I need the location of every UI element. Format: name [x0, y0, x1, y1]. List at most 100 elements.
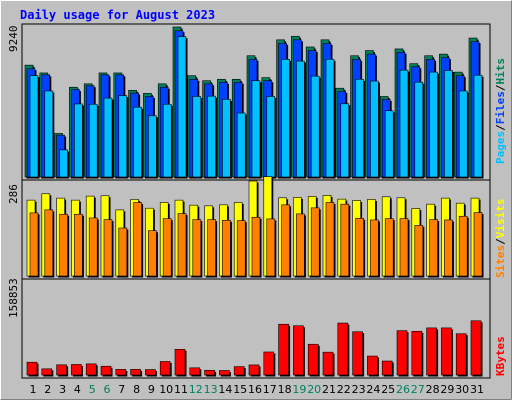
kbytes-bar-8: [130, 369, 141, 376]
legend-visits: Visits: [494, 199, 507, 239]
x-tick-19: 19: [292, 383, 306, 396]
pages-bar-3: [59, 149, 68, 178]
x-tick-15: 15: [233, 383, 247, 396]
pages-bar-28: [429, 71, 438, 178]
pages-bar-30: [458, 90, 468, 178]
pages-bar-1: [29, 75, 39, 178]
pages-bar-26: [399, 69, 409, 178]
x-tick-27: 27: [411, 383, 425, 396]
x-tick-7: 7: [118, 383, 125, 396]
pages-bar-22: [340, 103, 350, 178]
kbytes-bar-20: [307, 343, 319, 376]
kbytes-bar-18: [278, 323, 289, 376]
legend-sep-3: /: [494, 238, 507, 245]
pages-bar-5: [88, 103, 98, 178]
kbytes-bar-28: [426, 327, 437, 376]
kbytes-bar-23: [352, 331, 363, 376]
sites-bar-17: [266, 218, 276, 277]
top-legend: Pages/Files/Hits: [494, 58, 507, 164]
kbytes-bar-11: [174, 349, 186, 376]
x-axis-ticks: 1 2 3 4 5 6 7 8 9 10 11 12 13 14 15 16 17 18 19 20 21 22 23 24 2…: [30, 383, 485, 396]
pages-bar-4: [74, 103, 83, 178]
pages-bar-17: [266, 96, 276, 178]
legend-kbytes: KBytes: [494, 336, 507, 376]
kbytes-bar-24: [367, 355, 378, 376]
x-tick-11: 11: [174, 383, 188, 396]
kbytes-bar-21: [322, 351, 334, 376]
chart-bars: [24, 26, 484, 377]
pages-bar-13: [207, 95, 216, 178]
kbytes-bar-3: [56, 364, 67, 376]
pages-bar-7: [118, 95, 128, 178]
pages-bar-8: [133, 106, 142, 178]
kbytes-bar-26: [396, 330, 408, 376]
x-tick-3: 3: [59, 383, 66, 396]
x-tick-30: 30: [455, 383, 469, 396]
legend-files: Files: [494, 91, 507, 124]
sites-bar-22: [340, 203, 350, 277]
pages-bar-16: [251, 80, 261, 178]
sites-bar-11: [177, 213, 187, 277]
pages-bar-27: [414, 81, 424, 178]
sites-bar-31: [473, 212, 483, 277]
kbytes-bar-4: [71, 364, 82, 376]
pages-bar-18: [281, 59, 290, 178]
pages-bar-6: [103, 97, 113, 178]
sites-bar-19: [296, 213, 305, 277]
kbytes-bar-15: [233, 366, 245, 376]
sites-bar-7: [118, 227, 128, 277]
sites-bar-27: [414, 225, 424, 277]
middle-max-label: 286: [7, 184, 20, 204]
sites-bar-28: [429, 219, 438, 277]
x-tick-13: 13: [204, 383, 218, 396]
x-tick-18: 18: [278, 383, 292, 396]
pages-bar-14: [222, 99, 231, 178]
top-max-label: 9240: [7, 26, 20, 53]
x-tick-31: 31: [470, 383, 484, 396]
sites-bar-13: [207, 219, 216, 277]
kbytes-bar-6: [100, 365, 112, 376]
x-tick-2: 2: [44, 383, 51, 396]
x-tick-23: 23: [352, 383, 366, 396]
legend-sep-2: /: [494, 84, 507, 91]
kbytes-bar-17: [263, 351, 275, 376]
middle-legend: Sites/Visits: [494, 199, 507, 279]
pages-bar-12: [192, 96, 202, 178]
sites-bar-29: [444, 219, 453, 277]
sites-bar-24: [370, 219, 379, 277]
sites-bar-25: [384, 218, 394, 277]
sites-bar-15: [236, 220, 246, 277]
sites-bar-20: [310, 207, 320, 277]
sites-bar-2: [44, 209, 54, 277]
kbytes-bar-25: [381, 360, 393, 376]
x-tick-8: 8: [133, 383, 140, 396]
kbytes-bar-1: [26, 361, 38, 376]
pages-bar-2: [44, 90, 54, 178]
x-tick-20: 20: [307, 383, 321, 396]
sites-bar-4: [74, 213, 83, 277]
sites-bar-6: [103, 219, 113, 277]
kbytes-bar-14: [219, 370, 230, 376]
pages-bar-21: [325, 59, 335, 178]
x-tick-5: 5: [89, 383, 96, 396]
sites-bar-21: [325, 202, 335, 277]
x-tick-28: 28: [426, 383, 440, 396]
x-tick-6: 6: [104, 383, 111, 396]
kbytes-bar-22: [337, 322, 349, 376]
x-tick-22: 22: [337, 383, 351, 396]
sites-bar-26: [399, 218, 409, 277]
chart-title: Daily usage for August 2023: [20, 8, 215, 22]
pages-bar-15: [236, 112, 246, 178]
sites-bar-8: [133, 202, 142, 277]
pages-bar-11: [177, 36, 187, 178]
pages-bar-23: [355, 78, 364, 178]
pages-bar-29: [444, 70, 453, 178]
x-tick-29: 29: [440, 383, 454, 396]
kbytes-bar-9: [145, 369, 156, 376]
kbytes-bar-31: [470, 320, 482, 376]
pages-bar-31: [473, 74, 483, 178]
sites-bar-14: [222, 219, 231, 277]
kbytes-bar-27: [411, 330, 423, 376]
kbytes-bar-12: [189, 367, 201, 376]
